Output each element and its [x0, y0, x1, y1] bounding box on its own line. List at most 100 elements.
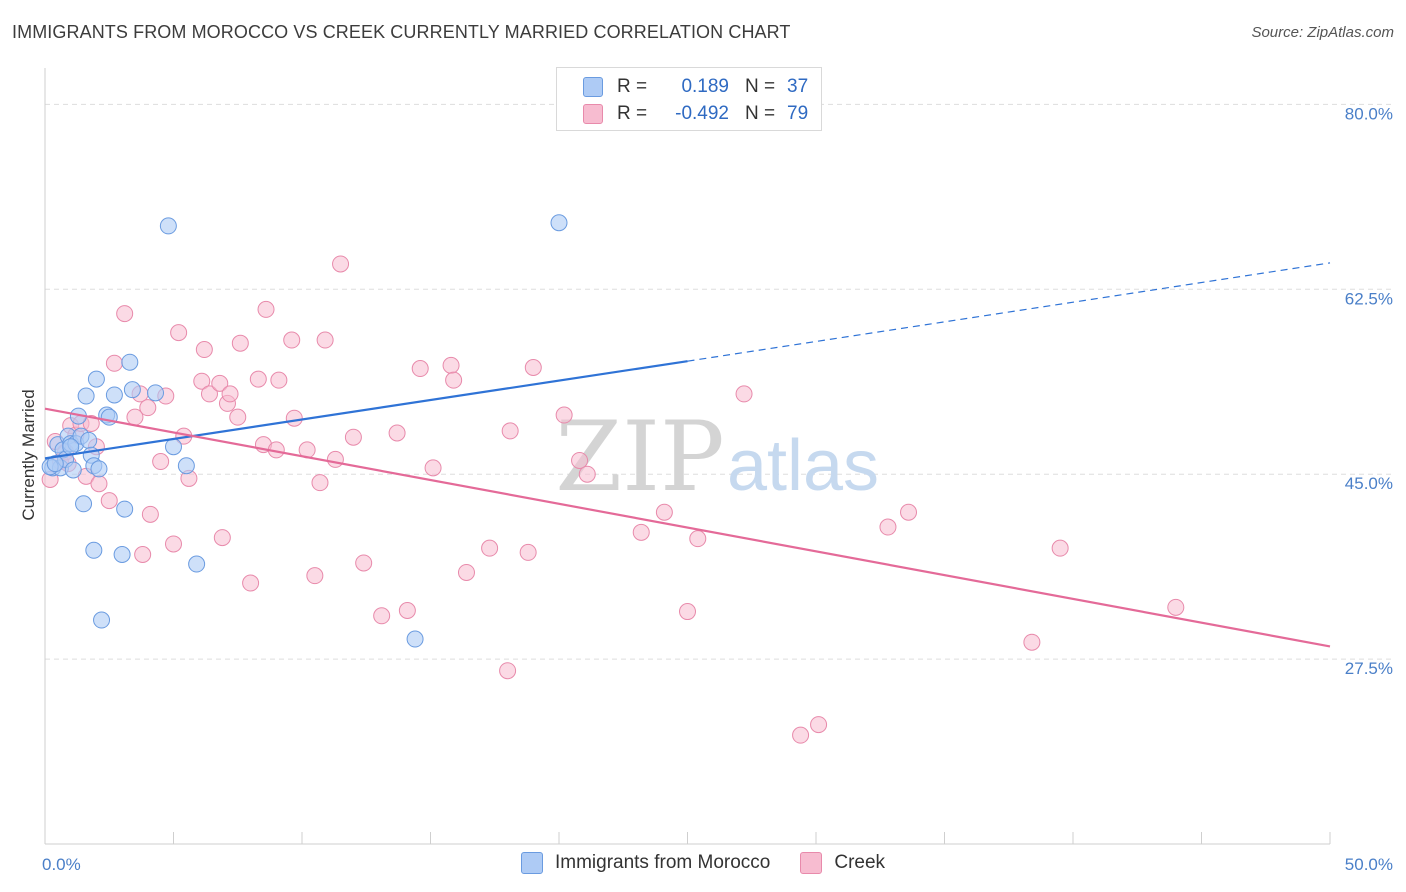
- morocco-trend-extension: [687, 262, 1331, 362]
- y-tick-label: 27.5%: [1345, 659, 1393, 678]
- creek-point: [193, 372, 211, 390]
- morocco-point: [77, 387, 95, 405]
- series-label-morocco: Immigrants from Morocco: [554, 852, 771, 873]
- morocco-point: [46, 455, 64, 473]
- creek-point: [100, 492, 118, 510]
- legend-n-value: 37: [787, 76, 809, 97]
- legend-n-label: N =: [745, 103, 776, 124]
- creek-point: [134, 546, 152, 564]
- morocco-point: [188, 555, 206, 573]
- creek-point: [679, 603, 696, 621]
- grid-lines: [45, 103, 1395, 660]
- morocco-point: [93, 611, 111, 629]
- creek-point: [90, 475, 108, 493]
- watermark: ZIP atlas: [555, 401, 879, 513]
- morocco-point: [75, 495, 93, 513]
- creek-point: [306, 567, 324, 585]
- creek-point: [445, 371, 463, 389]
- morocco-point: [113, 546, 131, 564]
- axes: [44, 68, 1331, 845]
- creek-point: [499, 662, 517, 680]
- creek-point: [221, 385, 239, 403]
- legend-swatch-morocco: [583, 77, 603, 97]
- series-legend-creek[interactable]: Creek: [800, 852, 885, 874]
- morocco-point: [100, 408, 118, 426]
- x-tick-label: 50.0%: [1345, 855, 1393, 874]
- morocco-point: [116, 500, 134, 518]
- creek-trend-line: [44, 407, 1331, 648]
- legend-n-value: 79: [787, 103, 809, 124]
- creek-point: [578, 465, 596, 483]
- creek-point: [152, 453, 170, 471]
- source-label: Source: ZipAtlas.com: [1251, 24, 1394, 41]
- series-label-creek: Creek: [834, 852, 886, 873]
- legend-r-value: -0.492: [675, 103, 729, 124]
- creek-point: [1023, 633, 1041, 651]
- tick-labels: 27.5% 45.0% 62.5% 80.0% 0.0% 50.0%: [42, 104, 1393, 874]
- creek-point: [519, 543, 537, 561]
- morocco-point: [105, 386, 123, 404]
- creek-point: [424, 459, 442, 477]
- series-swatch-creek: [800, 852, 823, 874]
- creek-point: [82, 414, 100, 432]
- y-tick-label: 45.0%: [1345, 474, 1393, 493]
- morocco-point: [85, 541, 103, 559]
- creek-point: [792, 726, 810, 744]
- creek-point: [900, 503, 918, 521]
- creek-point: [457, 563, 475, 581]
- morocco-point: [64, 461, 82, 479]
- trend-lines: [44, 262, 1331, 648]
- creek-point: [1051, 539, 1069, 557]
- morocco-point: [80, 431, 98, 449]
- series-legend-morocco[interactable]: Immigrants from Morocco: [520, 852, 771, 874]
- creek-point: [332, 255, 350, 273]
- creek-point: [571, 451, 589, 469]
- correlation-legend: R = 0.189 N = 37 R = -0.492 N = 79: [556, 67, 822, 131]
- creek-point: [116, 305, 134, 323]
- y-axis-label: Currently Married: [19, 389, 38, 520]
- creek-point: [442, 356, 460, 374]
- creek-point: [879, 518, 897, 536]
- morocco-point: [123, 381, 141, 399]
- creek-point: [105, 354, 123, 372]
- chart-title: IMMIGRANTS FROM MOROCCO VS CREEK CURRENT…: [12, 22, 791, 42]
- creek-point: [165, 535, 182, 553]
- x-tick-label: 0.0%: [42, 855, 81, 874]
- legend-r-value: 0.189: [681, 76, 729, 97]
- creek-point: [242, 574, 260, 592]
- creek-point: [141, 505, 159, 523]
- morocco-point: [90, 460, 108, 478]
- creek-point: [311, 474, 329, 492]
- creek-point: [632, 523, 650, 541]
- morocco-trend-line: [44, 360, 688, 460]
- creek-point: [735, 385, 753, 403]
- creek-point: [316, 331, 334, 349]
- creek-point: [355, 554, 373, 572]
- morocco-point: [121, 353, 139, 371]
- creek-point: [249, 370, 267, 388]
- morocco-point: [406, 630, 424, 648]
- creek-point: [211, 374, 229, 392]
- creek-point: [200, 385, 218, 403]
- morocco-points: [41, 214, 568, 648]
- creek-point: [1167, 598, 1185, 616]
- creek-point: [555, 406, 573, 424]
- creek-points: [41, 255, 1185, 744]
- legend-swatch-creek: [583, 104, 603, 124]
- creek-point: [411, 360, 429, 378]
- creek-point: [195, 341, 213, 359]
- legend-r-label: R =: [617, 76, 648, 97]
- creek-point: [501, 422, 519, 440]
- creek-point: [524, 358, 542, 376]
- creek-point: [689, 530, 707, 548]
- morocco-point: [550, 214, 568, 232]
- morocco-point: [177, 457, 195, 475]
- creek-point: [326, 450, 344, 468]
- legend-row-creek: R = -0.492 N = 79: [583, 101, 808, 127]
- creek-point: [229, 408, 247, 426]
- creek-point: [270, 371, 288, 389]
- creek-point: [344, 428, 362, 446]
- creek-point: [373, 607, 391, 625]
- series-swatch-morocco: [520, 852, 543, 874]
